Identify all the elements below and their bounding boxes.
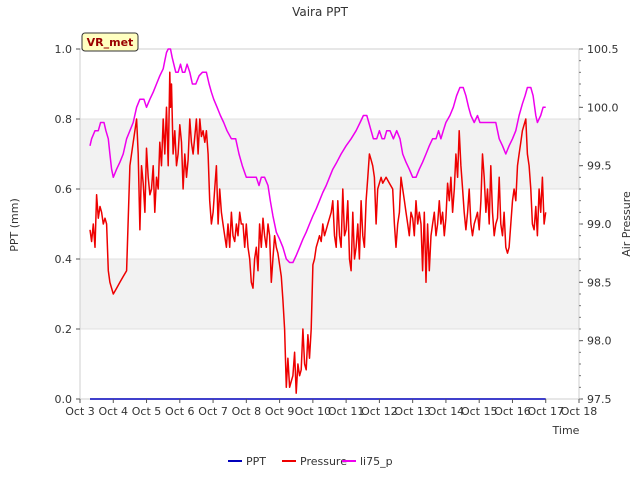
- x-tick-label-0: Oct 3: [65, 405, 95, 418]
- x-tick-label-7: Oct 10: [295, 405, 332, 418]
- x-tick-label-2: Oct 5: [132, 405, 162, 418]
- y-right-tick-label-5: 100.0: [587, 101, 619, 114]
- y-axis-right: 97.5 98.0 98.5 99.0 99.5 100.0 100.5: [579, 43, 619, 406]
- legend-label-1: Pressure: [300, 455, 347, 468]
- x-tick-label-10: Oct 13: [394, 405, 431, 418]
- station-badge: VR_met: [81, 32, 139, 52]
- x-tick-label-3: Oct 6: [165, 405, 195, 418]
- y-left-tick-label-2: 0.4: [55, 253, 73, 266]
- x-tick-label-11: Oct 14: [428, 405, 465, 418]
- y-left-tick-label-3: 0.6: [55, 183, 73, 196]
- station-badge-box: [81, 32, 139, 52]
- x-tick-label-8: Oct 11: [328, 405, 365, 418]
- y-axis-left-label: PPT (mm): [8, 198, 21, 252]
- x-axis: Oct 3 Oct 4 Oct 5 Oct 6 Oct 7 Oct 8 Oct 9 Oct 1…: [65, 399, 597, 418]
- legend: PPT Pressure li75_p: [228, 455, 393, 468]
- x-axis-label: Time: [552, 424, 580, 437]
- y-left-tick-label-5: 1.0: [55, 43, 73, 56]
- legend-label-2: li75_p: [360, 455, 393, 468]
- series-line-li75-p: [89, 48, 546, 264]
- series-line-pressure: [89, 71, 547, 394]
- series-layer: [89, 48, 547, 400]
- y-right-tick-label-2: 98.5: [587, 276, 612, 289]
- x-tick-label-15: Oct 18: [561, 405, 598, 418]
- x-tick-label-4: Oct 7: [198, 405, 228, 418]
- x-tick-label-1: Oct 4: [99, 405, 129, 418]
- y-right-tick-label-6: 100.5: [587, 43, 619, 56]
- chart-title: Vaira PPT: [292, 5, 349, 19]
- band-0: [80, 259, 579, 329]
- y-right-tick-label-4: 99.5: [587, 160, 612, 173]
- y-left-tick-label-4: 0.8: [55, 113, 73, 126]
- y-axis-left: 0.0 0.2 0.4 0.6 0.8 1.0: [55, 43, 80, 406]
- x-tick-label-6: Oct 9: [265, 405, 295, 418]
- y-right-tick-label-0: 97.5: [587, 393, 612, 406]
- y-right-tick-label-1: 98.0: [587, 335, 612, 348]
- x-tick-label-13: Oct 16: [494, 405, 531, 418]
- station-badge-text: VR_met: [87, 36, 134, 49]
- y-axis-right-label: Air Pressure: [620, 191, 633, 257]
- x-tick-label-9: Oct 12: [361, 405, 398, 418]
- y-right-tick-label-3: 99.0: [587, 218, 612, 231]
- x-tick-label-5: Oct 8: [232, 405, 262, 418]
- x-tick-label-12: Oct 15: [461, 405, 498, 418]
- y-left-tick-label-0: 0.0: [55, 393, 73, 406]
- x-tick-label-14: Oct 17: [527, 405, 564, 418]
- y-left-tick-label-1: 0.2: [55, 323, 73, 336]
- legend-label-0: PPT: [246, 455, 266, 468]
